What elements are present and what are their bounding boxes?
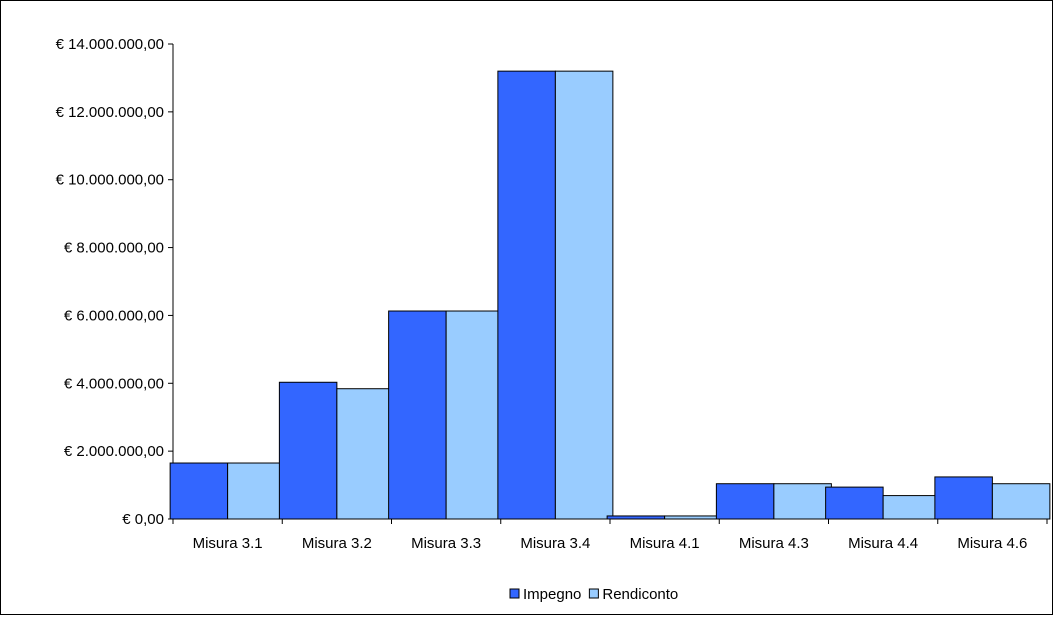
y-tick-label: € 2.000.000,00	[64, 443, 164, 460]
y-tick-label: € 8.000.000,00	[64, 240, 164, 257]
x-tick-label: Misura 4.3	[739, 535, 809, 552]
bar-rendiconto-3	[445, 310, 505, 520]
y-tick-label: € 6.000.000,00	[64, 307, 164, 324]
bar-impegno-6	[715, 483, 775, 520]
bar-impegno-4	[497, 70, 556, 520]
bar-impegno-8	[934, 476, 993, 520]
x-tick-label: Misura 4.4	[848, 535, 918, 552]
legend-label-rendiconto: Rendiconto	[602, 586, 678, 603]
x-tick-label: Misura 3.4	[520, 535, 590, 552]
x-tick-label: Misura 3.2	[302, 535, 372, 552]
bar-impegno-2	[278, 381, 338, 520]
bar-impegno-3	[388, 310, 447, 520]
bar-impegno-1	[169, 462, 229, 520]
y-tick-label: € 4.000.000,00	[64, 375, 164, 392]
y-tick-label: € 14.000.000,00	[56, 36, 164, 53]
x-tick-label: Misura 4.1	[630, 535, 700, 552]
bar-rendiconto-8	[991, 483, 1051, 520]
bar-rendiconto-7	[882, 495, 942, 520]
bars	[169, 70, 1051, 520]
legend-swatch-impegno	[509, 588, 520, 599]
bar-impegno-7	[825, 486, 884, 520]
x-axis: Misura 3.1 Misura 3.2 Misura 3.3 Misura 3.4…	[172, 518, 1048, 552]
y-axis: € 0,00 € 2.000.000,00 € 4.000.000,00 € 6.00…	[56, 36, 174, 528]
x-tick-label: Misura 3.3	[411, 535, 481, 552]
x-tick-label: Misura 4.6	[957, 535, 1027, 552]
bar-rendiconto-6	[773, 483, 832, 520]
legend-label-impegno: Impegno	[523, 586, 581, 603]
y-tick-label: € 12.000.000,00	[56, 104, 164, 121]
bar-rendiconto-1	[227, 462, 286, 520]
bar-rendiconto-4	[554, 70, 614, 520]
y-tick-label: € 0,00	[122, 511, 164, 528]
legend: Impegno Rendiconto	[509, 586, 678, 603]
bar-rendiconto-2	[336, 388, 395, 520]
y-tick-label: € 10.000.000,00	[56, 172, 164, 189]
legend-swatch-rendiconto	[588, 588, 599, 599]
x-tick-label: Misura 3.1	[193, 535, 263, 552]
